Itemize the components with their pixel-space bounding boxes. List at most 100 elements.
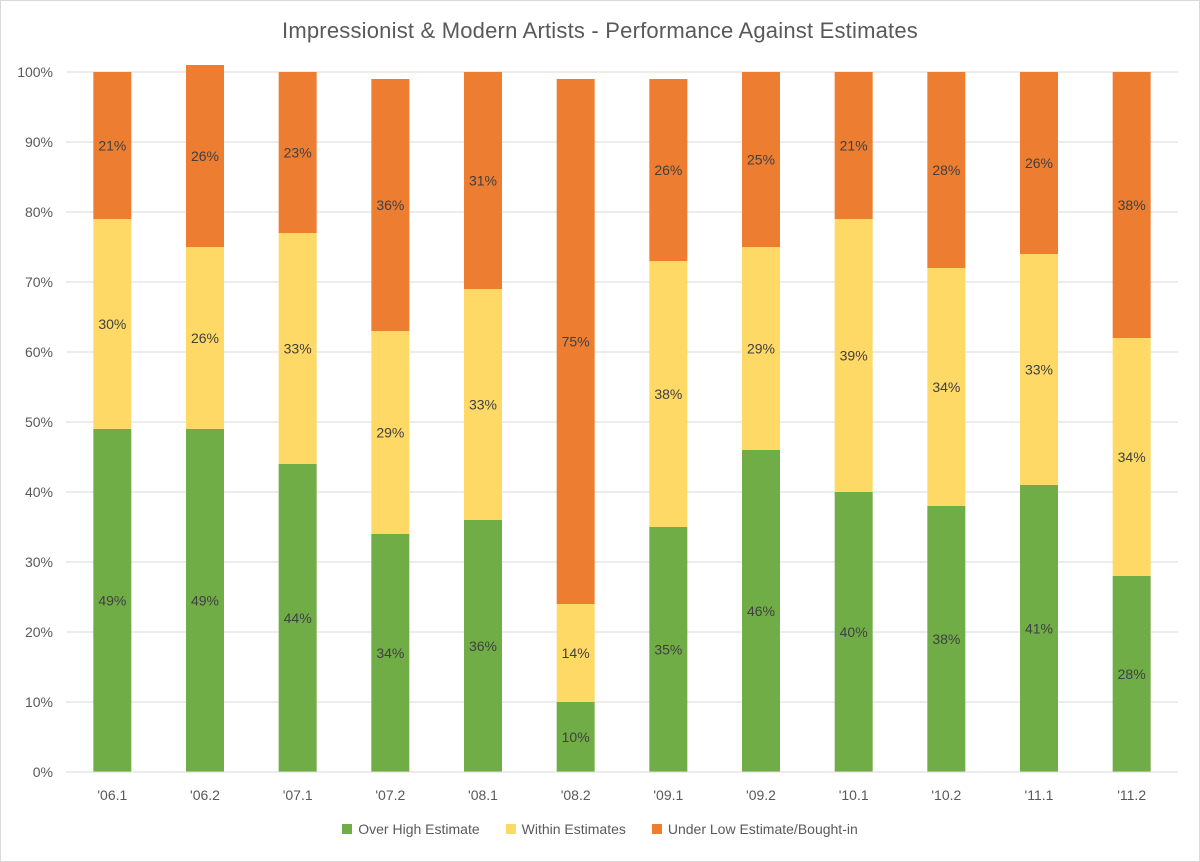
data-label: 34% [932, 379, 960, 395]
y-tick-label: 30% [25, 554, 53, 570]
x-tick-label: '08.1 [468, 787, 498, 803]
data-label: 26% [1025, 155, 1053, 171]
bar-segment [464, 72, 502, 289]
data-label: 40% [840, 624, 868, 640]
data-label: 49% [191, 593, 219, 609]
legend-item-over-high: Over High Estimate [342, 821, 480, 837]
bar-segment [927, 268, 966, 506]
chart-title: Impressionist & Modern Artists - Perform… [282, 18, 918, 43]
data-label: 31% [469, 173, 497, 189]
bar-segment [371, 79, 410, 331]
data-label: 10% [562, 729, 590, 745]
bar-segment [1112, 576, 1151, 772]
data-label: 49% [98, 593, 126, 609]
legend: Over High Estimate Within Estimates Unde… [0, 821, 1200, 837]
data-label: 29% [376, 425, 404, 441]
bar-segment [742, 72, 780, 247]
data-label: 29% [747, 341, 775, 357]
bar-segment [186, 65, 224, 247]
bar-segment [649, 261, 688, 527]
bar-segment [649, 79, 688, 261]
bar-segment [1112, 338, 1151, 576]
bar-segment [371, 534, 410, 772]
bar-segment [834, 219, 873, 492]
y-tick-label: 90% [25, 134, 53, 150]
data-label: 46% [747, 603, 775, 619]
bar-segment [464, 520, 502, 772]
data-label: 23% [284, 145, 312, 161]
data-label: 28% [932, 162, 960, 178]
legend-item-within: Within Estimates [505, 821, 626, 837]
bar-segment [556, 604, 595, 702]
data-label: 33% [1025, 362, 1053, 378]
bar-segment [927, 506, 966, 772]
x-tick-label: '06.2 [190, 787, 220, 803]
data-label: 38% [654, 386, 682, 402]
x-tick-label: '07.2 [375, 787, 405, 803]
y-tick-label: 0% [33, 764, 53, 780]
y-tick-label: 80% [25, 204, 53, 220]
data-label: 41% [1025, 621, 1053, 637]
y-axis: 0% 10% 20% 30% 40% 50% 60% 70% 80% 90% 100% [17, 64, 53, 780]
data-label: 44% [284, 610, 312, 626]
x-tick-label: '09.1 [653, 787, 683, 803]
x-tick-label: '10.2 [931, 787, 961, 803]
bar-segment [927, 72, 966, 268]
data-label: 25% [747, 152, 775, 168]
data-label: 21% [840, 138, 868, 154]
y-tick-label: 10% [25, 694, 53, 710]
y-tick-label: 20% [25, 624, 53, 640]
x-tick-label: '10.1 [839, 787, 869, 803]
data-label: 75% [562, 334, 590, 350]
bar-segment [93, 219, 132, 429]
x-tick-label: '08.2 [561, 787, 591, 803]
data-label: 35% [654, 642, 682, 658]
y-tick-label: 60% [25, 344, 53, 360]
data-label: 39% [840, 348, 868, 364]
bar-segment [186, 247, 224, 429]
data-label: 38% [932, 631, 960, 647]
bar-segment [556, 79, 595, 604]
data-label: 33% [469, 397, 497, 413]
x-tick-label: '06.1 [97, 787, 127, 803]
gridlines [66, 71, 1178, 703]
data-label: 26% [191, 148, 219, 164]
y-tick-label: 50% [25, 414, 53, 430]
data-label: 21% [98, 138, 126, 154]
legend-swatch-under-low [651, 824, 662, 834]
bar-segment [742, 450, 780, 772]
data-label: 28% [1118, 666, 1146, 682]
x-tick-label: '09.2 [746, 787, 776, 803]
bar-segment [1020, 254, 1058, 485]
bar-segment [371, 331, 410, 534]
bars: 49% 30% 21% 49% 26% 26% 44% 33% 23% 34% 29% 36% 36% 3… [93, 65, 1151, 772]
bar-segment [278, 464, 317, 772]
x-tick-label: '07.1 [283, 787, 313, 803]
bar-segment [278, 233, 317, 464]
bar-segment [93, 72, 132, 219]
x-axis: '06.1 '06.2 '07.1 '07.2 '08.1 '08.2 '09.1 '09.2… [66, 771, 1178, 803]
data-label: 30% [98, 316, 126, 332]
x-tick-label: '11.1 [1025, 787, 1054, 803]
bar-segment [278, 72, 317, 233]
y-tick-label: 40% [25, 484, 53, 500]
bar-segment [834, 492, 873, 772]
bar-segment [649, 527, 688, 772]
y-tick-label: 100% [17, 64, 53, 80]
data-label: 14% [562, 645, 590, 661]
data-label: 33% [284, 341, 312, 357]
data-label: 36% [376, 197, 404, 213]
data-label: 26% [654, 162, 682, 178]
data-label: 36% [469, 638, 497, 654]
bar-segment [464, 289, 502, 520]
data-label: 26% [191, 330, 219, 346]
data-label: 34% [376, 645, 404, 661]
data-label: 38% [1118, 197, 1146, 213]
legend-item-under-low: Under Low Estimate/Bought-in [651, 821, 858, 837]
bar-segment [1020, 72, 1058, 254]
bar-segment [556, 702, 595, 772]
legend-label-over-high: Over High Estimate [358, 821, 480, 837]
bar-segment [742, 247, 780, 450]
data-label: 34% [1118, 449, 1146, 465]
